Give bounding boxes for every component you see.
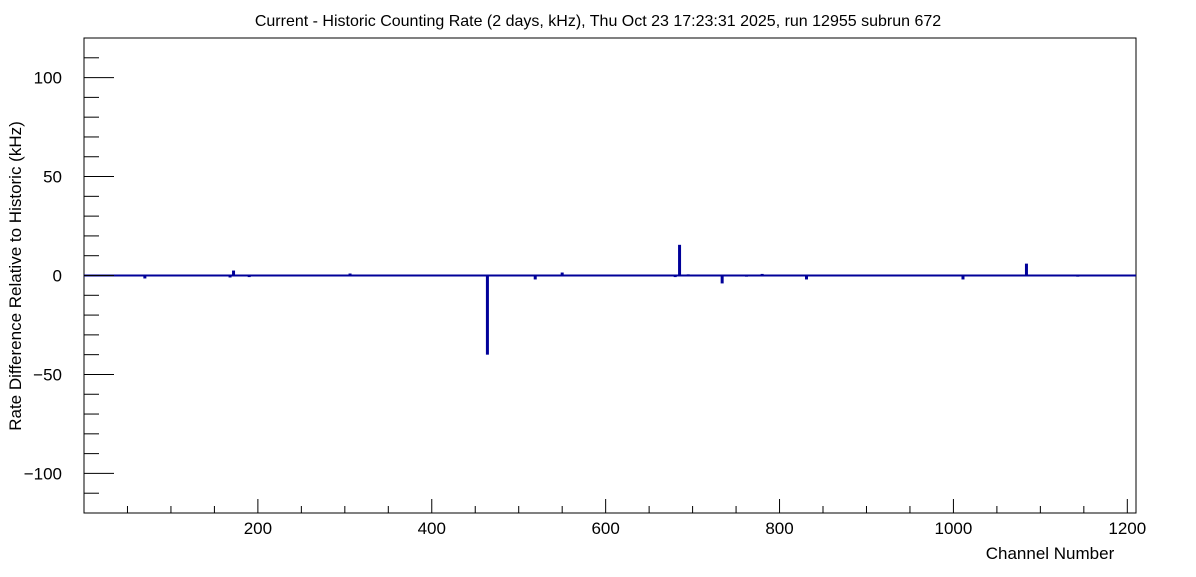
data-spike [1024, 263, 1028, 276]
data-spike [459, 275, 463, 277]
axis-layer: 200 400 600 800 1000 1200 −100 −50 0 50 100 [24, 57, 1146, 538]
data-spike [760, 273, 764, 276]
x-tick-label: 600 [591, 519, 619, 538]
y-tick-label: −50 [33, 365, 62, 384]
data-spike [410, 274, 414, 276]
data-spike [560, 272, 564, 276]
x-tick-label: 1200 [1108, 519, 1146, 538]
data-spike [678, 244, 682, 276]
data-spike [1095, 275, 1099, 277]
data-spike [348, 273, 352, 276]
data-spike [1047, 275, 1051, 277]
data-spike [804, 275, 808, 280]
data-spike [232, 270, 236, 276]
x-tick-label: 800 [765, 519, 793, 538]
x-tick-label: 400 [418, 519, 446, 538]
x-axis-label: Channel Number [986, 544, 1115, 563]
data-spike [298, 275, 302, 277]
data-spike [1076, 275, 1080, 277]
data-spike [143, 275, 147, 279]
data-spike [247, 275, 251, 278]
chart-title: Current - Historic Counting Rate (2 days… [255, 13, 941, 30]
x-tick-label: 200 [244, 519, 272, 538]
data-spike [630, 274, 634, 276]
y-tick-label: 50 [43, 168, 62, 187]
data-spike [686, 274, 690, 276]
y-tick-label: −100 [24, 464, 62, 483]
data-spike [485, 275, 489, 355]
data-spike [533, 275, 537, 280]
y-tick-label: 0 [53, 267, 62, 286]
x-tick-label: 1000 [935, 519, 973, 538]
data-spike [720, 275, 724, 284]
series-layer [84, 244, 1136, 355]
data-spike [961, 275, 965, 280]
data-spike [228, 275, 232, 278]
data-spike [744, 275, 748, 277]
y-axis-label: Rate Difference Relative to Historic (kH… [6, 121, 25, 431]
data-spike [673, 275, 677, 278]
y-tick-label: 100 [34, 69, 62, 88]
